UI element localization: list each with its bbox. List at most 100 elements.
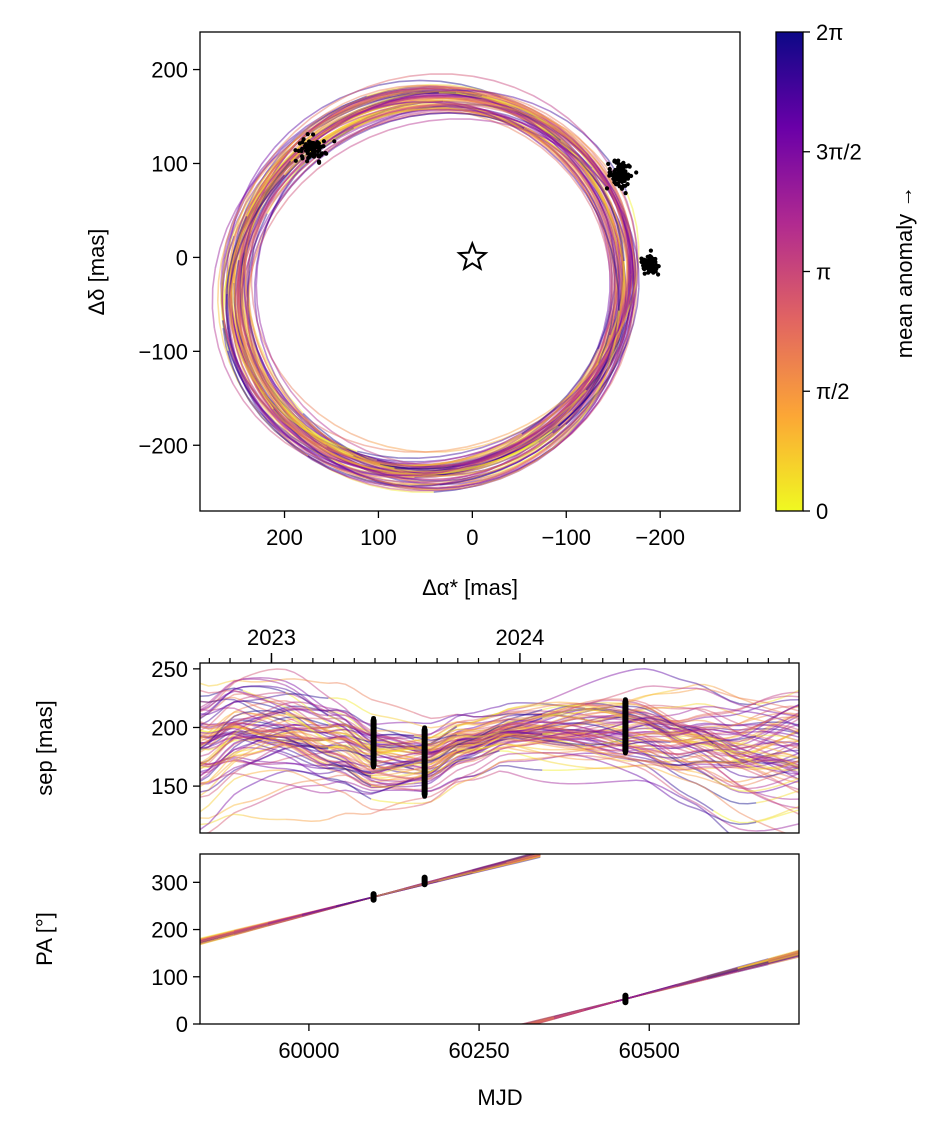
separation-trace-segment [285,693,329,700]
position-angle-trace-segment [737,962,769,972]
position-angle-trace-segment [737,959,769,969]
separation-trace-segment [627,744,671,769]
separation-trace-segment [627,739,671,746]
orbit-trace-segment [370,460,428,474]
orbit-trace-segment [330,101,385,128]
separation-trace-segment [371,733,415,738]
orbit-trace-segment [625,270,635,328]
separation-trace-segment [242,746,286,757]
orbit-trace-segment [551,126,594,169]
orbit-trace-segment [325,97,387,121]
position-angle-trace-segment [553,1008,585,1018]
position-angle-trace-segment [645,985,677,995]
separation-trace-segment [542,708,586,720]
orbit-trace-segment [254,356,282,406]
orbit-trace-segment [508,119,557,154]
orbit-trace-segment [570,158,606,204]
orbit-trace-segment [572,362,613,414]
position-angle-trace-segment [529,1017,555,1024]
position-angle-trace-segment [706,969,738,980]
separation-trace-segment [371,753,415,759]
orbit-trace-segment [242,325,265,382]
position-angle-trace-segment [493,1025,524,1033]
position-angle-trace-segment [676,977,708,987]
separation-trace-segment [200,754,243,766]
separation-trace-segment [670,736,714,761]
orbit-trace-segment [380,463,441,467]
separation-trace-segment [499,730,543,740]
orbit-trace-segment [544,130,593,169]
orbit-trace-segment [347,107,411,132]
orbit-trace-segment [601,319,621,376]
separation-traces [200,667,799,833]
orbit-trace-segment [371,108,432,119]
position-angle-trace-segment [335,897,371,907]
orbit-trace-segment [460,94,520,117]
position-angle-trace-segment [676,975,708,986]
orbit-trace-segment [325,101,383,131]
orbit-trace-segment [281,403,327,449]
orbit-trace-segment [245,174,272,231]
separation-trace-segment [627,714,672,739]
separation-trace-segment [670,750,714,755]
separation-trace-segment [285,818,329,822]
orbit-trace-segment [235,318,257,379]
separation-trace-segment [585,708,629,716]
position-angle-trace-segment [301,905,337,917]
position-angle-trace-segment [472,863,507,874]
orbit-trace-segment [429,83,493,94]
orbit-trace-segment [470,451,529,476]
orbit-trace-segment [621,262,630,321]
separation-trace-segment [499,725,543,732]
separation-trace-segment [328,729,372,748]
position-angle-trace-segment [200,931,235,942]
position-angle-trace-segment [706,968,738,979]
separation-trace-segment [413,745,458,764]
orbit-trace-segment [240,353,273,410]
orbit-trace-segment [337,100,391,126]
orbit-trace-segment [232,185,262,243]
orbit-trace-segment [232,205,252,266]
orbit-trace-segment [512,109,562,148]
orbit-trace-segment [240,329,264,386]
orbit-trace-segment [306,431,363,457]
orbit-trace-segment [251,372,286,421]
position-angle-trace-segment [584,1000,616,1011]
orbit-trace-segment [609,293,623,352]
separation-trace-segment [585,702,629,710]
separation-trace-segment [456,743,500,755]
separation-trace-segment [200,750,243,769]
orbit-trace-segment [307,455,367,481]
orbit-trace-segment [368,440,426,453]
separation-trace-segment [585,719,628,724]
separation-trace-segment [755,747,799,770]
orbit-trace-segment [332,91,394,113]
orbit-trace-segment [382,92,445,104]
orbit-trace-segment [624,232,629,292]
position-angle-trace-segment [335,897,371,907]
position-angle-trace-segment [615,993,646,1003]
orbit-trace-segment [272,132,317,175]
orbit-trace-segment [556,376,599,424]
position-angle-trace-segment [233,923,269,934]
separation-trace-segment [627,747,671,752]
separation-trace-segment [456,744,500,764]
position-angle-trace-segment [768,952,799,963]
orbit-trace-segment [512,124,561,157]
separation-trace-segment [584,716,628,723]
position-angle-trace-segment [615,992,646,1003]
position-angle-trace-segment [233,921,269,932]
orbit-trace-segment [320,461,381,478]
position-angle-trace-segment [584,1000,616,1010]
separation-trace-segment [413,758,458,782]
position-angle-trace-segment [301,905,337,916]
separation-trace-segment [285,734,329,748]
separation-trace-segment [370,777,415,794]
orbit-trace-segment [402,87,465,93]
orbit-trace-segment [361,99,426,119]
separation-trace-segment [542,748,586,751]
separation-trace-segment [200,802,243,820]
separation-trace-segment [713,715,757,730]
separation-trace-segment [328,736,372,746]
orbit-trace-segment [443,449,506,474]
